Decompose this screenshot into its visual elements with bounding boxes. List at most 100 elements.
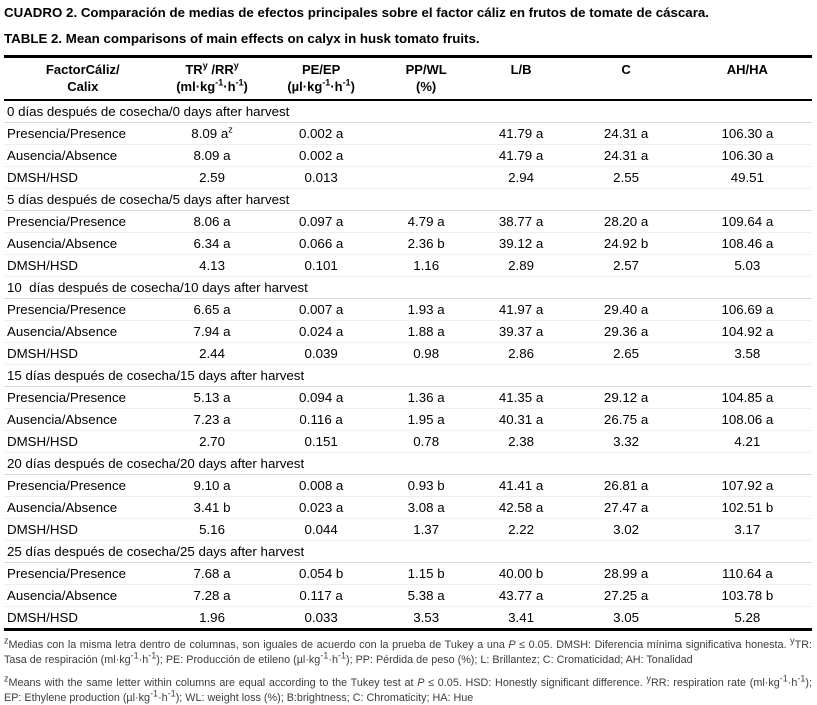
footnotes: zMedias con la misma letra dentro de col…: [4, 635, 812, 705]
cell-value: 0.151: [262, 430, 380, 453]
cell-value: 1.96: [161, 606, 263, 630]
table-row: Presencia/Presence 6.65 a 0.007 a 1.93 a 41.…: [4, 298, 812, 321]
col-header-hue: AH/HA: [682, 56, 812, 101]
cell-value: 29.12 a: [569, 386, 683, 409]
cell-value: 0.116 a: [262, 408, 380, 431]
footnote-en: zMeans with the same letter within colum…: [4, 673, 812, 704]
cell-value: 26.81 a: [569, 474, 683, 497]
col-header-ethylene-units: (µl·kg-1·h-1): [287, 77, 355, 94]
cell-value: 104.85 a: [682, 386, 812, 409]
cell-value: 0.002 a: [262, 144, 380, 167]
cell-value: 24.31 a: [569, 144, 683, 167]
cell-value: 1.37: [379, 518, 473, 541]
cell-value: 0.98: [379, 342, 473, 365]
cell-value: 28.99 a: [569, 562, 683, 585]
col-header-factor: FactorCáliz/ Calix: [4, 56, 162, 101]
col-header-respiration-rate: TRy /RRy (ml·kg-1·h-1): [161, 56, 263, 101]
cell-value: 3.41 b: [161, 496, 263, 519]
table-row: Presencia/Presence 9.10 a 0.008 a 0.93 b 41.…: [4, 474, 812, 497]
cell-value: 4.21: [682, 430, 812, 453]
cell-value: 43.77 a: [472, 584, 570, 607]
mean-comparisons-table: FactorCáliz/ Calix TRy /RRy (ml·kg-1·h-1…: [4, 55, 812, 631]
table-row: DMSH/HSD 5.16 0.044 1.37 2.22 3.02 3.17: [4, 518, 812, 541]
section-header: 5 días después de cosecha/5 days after h…: [4, 188, 812, 211]
cell-value: 39.37 a: [472, 320, 570, 343]
table-row: DMSH/HSD 4.13 0.101 1.16 2.89 2.57 5.03: [4, 254, 812, 277]
row-label: DMSH/HSD: [4, 518, 162, 541]
row-label: DMSH/HSD: [4, 342, 162, 365]
cell-value: 0.054 b: [262, 562, 380, 585]
cell-value: 0.097 a: [262, 210, 380, 233]
cell-value: 5.16: [161, 518, 263, 541]
col-header-ethylene-production: PE/EP (µl·kg-1·h-1): [262, 56, 380, 101]
cell-value: 2.70: [161, 430, 263, 453]
col-header-brightness-line1: L/B: [510, 62, 532, 77]
table-row: Ausencia/Absence 7.94 a 0.024 a 1.88 a 39.37…: [4, 320, 812, 343]
cell-value: 29.36 a: [569, 320, 683, 343]
cell-value: 3.17: [682, 518, 812, 541]
footnote-es: zMedias con la misma letra dentro de col…: [4, 635, 812, 666]
row-label: Ausencia/Absence: [4, 232, 162, 255]
cell-value: 2.94: [472, 166, 570, 189]
cell-value: 7.94 a: [161, 320, 263, 343]
cell-value: 3.58: [682, 342, 812, 365]
cell-value: 26.75 a: [569, 408, 683, 431]
cell-value: 9.10 a: [161, 474, 263, 497]
cell-value: 5.28: [682, 606, 812, 630]
section-header-row: 10 días después de cosecha/10 days after…: [4, 276, 812, 299]
cell-value: 0.033: [262, 606, 380, 630]
cell-value: [379, 166, 473, 189]
cell-value: 0.117 a: [262, 584, 380, 607]
cell-value: 7.68 a: [161, 562, 263, 585]
cell-value: 24.92 b: [569, 232, 683, 255]
cell-value: 1.95 a: [379, 408, 473, 431]
cell-value: 8.09 az: [161, 122, 263, 145]
cell-value: 0.024 a: [262, 320, 380, 343]
cell-value: 41.79 a: [472, 144, 570, 167]
cell-value: 41.79 a: [472, 122, 570, 145]
cell-value: 40.00 b: [472, 562, 570, 585]
cell-value: 109.64 a: [682, 210, 812, 233]
section-header: 10 días después de cosecha/10 days after…: [4, 276, 812, 299]
col-header-brightness: L/B: [472, 56, 570, 101]
cell-value: 0.101: [262, 254, 380, 277]
cell-value: 2.55: [569, 166, 683, 189]
section-header-row: 25 días después de cosecha/25 days after…: [4, 540, 812, 563]
cell-value: 1.15 b: [379, 562, 473, 585]
table-row: Ausencia/Absence 6.34 a 0.066 a 2.36 b 39.12…: [4, 232, 812, 255]
cell-value: 8.06 a: [161, 210, 263, 233]
cell-value: 3.05: [569, 606, 683, 630]
table-body: 0 días después de cosecha/0 days after h…: [4, 99, 812, 630]
section-header-row: 15 días después de cosecha/15 days after…: [4, 364, 812, 387]
table-row: Presencia/Presence 5.13 a 0.094 a 1.36 a 41.…: [4, 386, 812, 409]
table-row: DMSH/HSD 2.70 0.151 0.78 2.38 3.32 4.21: [4, 430, 812, 453]
col-header-weight-loss-line1: PP/WL: [405, 62, 447, 77]
cell-value: 6.34 a: [161, 232, 263, 255]
row-label: DMSH/HSD: [4, 606, 162, 630]
section-header: 20 días después de cosecha/20 days after…: [4, 452, 812, 475]
cell-value: 106.30 a: [682, 122, 812, 145]
table-title-en: TABLE 2. Mean comparisons of main effect…: [4, 31, 480, 46]
row-label: Ausencia/Absence: [4, 408, 162, 431]
cell-value: 0.78: [379, 430, 473, 453]
col-header-ethylene-line1: PE/EP: [301, 62, 341, 77]
cell-value: 5.13 a: [161, 386, 263, 409]
cell-value: 4.79 a: [379, 210, 473, 233]
cell-value: 3.41: [472, 606, 570, 630]
cell-value: [379, 122, 473, 145]
cell-value: 102.51 b: [682, 496, 812, 519]
cell-value: 49.51: [682, 166, 812, 189]
cell-value: 106.30 a: [682, 144, 812, 167]
cell-value: 0.008 a: [262, 474, 380, 497]
cell-value: 0.039: [262, 342, 380, 365]
table-row: Ausencia/Absence 3.41 b 0.023 a 3.08 a 42.58…: [4, 496, 812, 519]
cell-value: 0.044: [262, 518, 380, 541]
row-label: DMSH/HSD: [4, 254, 162, 277]
cell-value: 1.88 a: [379, 320, 473, 343]
col-header-weight-loss-units: (%): [416, 79, 437, 94]
row-label: Ausencia/Absence: [4, 144, 162, 167]
row-label: Ausencia/Absence: [4, 496, 162, 519]
cell-value: 0.007 a: [262, 298, 380, 321]
row-label: Presencia/Presence: [4, 298, 162, 321]
